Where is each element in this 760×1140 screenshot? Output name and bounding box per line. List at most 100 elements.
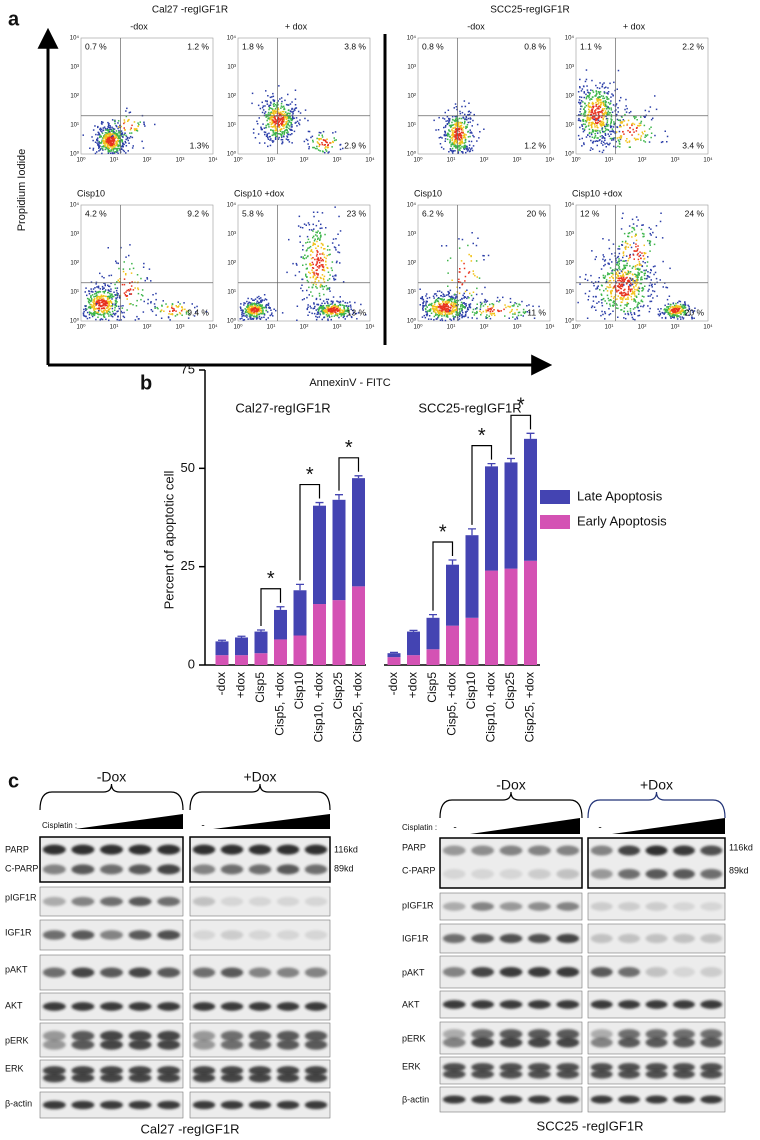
event-dot [111, 136, 113, 138]
event-dot [628, 271, 630, 273]
event-dot [638, 134, 640, 136]
event-dot [310, 137, 312, 139]
event-dot [629, 273, 631, 275]
event-dot [318, 149, 320, 151]
event-dot [442, 309, 444, 311]
event-dot [458, 131, 460, 133]
event-dot [625, 241, 627, 243]
event-dot [316, 287, 318, 289]
event-dot [616, 291, 618, 293]
event-dot [682, 309, 684, 311]
quadrant-percent: 4.2 % [85, 208, 107, 218]
event-dot [468, 304, 470, 306]
event-dot [693, 318, 695, 320]
event-dot [301, 285, 303, 287]
event-dot [518, 312, 520, 314]
event-dot [335, 275, 337, 277]
event-dot [665, 317, 667, 319]
event-dot [269, 122, 271, 124]
event-dot [99, 303, 101, 305]
event-dot [620, 122, 622, 124]
event-dot [645, 273, 647, 275]
event-dot [459, 122, 461, 124]
event-dot [275, 108, 277, 110]
event-dot [648, 295, 650, 297]
event-dot [583, 142, 585, 144]
event-dot [613, 121, 615, 123]
event-dot [449, 136, 451, 138]
event-dot [310, 307, 312, 309]
event-dot [589, 106, 591, 108]
event-dot [282, 125, 284, 127]
event-dot [660, 279, 662, 281]
event-dot [604, 98, 606, 100]
event-dot [596, 104, 598, 106]
event-dot [642, 266, 644, 268]
event-dot [264, 314, 266, 316]
event-dot [599, 120, 601, 122]
event-dot [288, 109, 290, 111]
event-dot [678, 301, 680, 303]
event-dot [289, 121, 291, 123]
event-dot [656, 278, 658, 280]
event-dot [582, 138, 584, 140]
event-dot [280, 117, 282, 119]
event-dot [110, 288, 112, 290]
event-dot [340, 149, 342, 151]
event-dot [275, 310, 277, 312]
event-dot [307, 308, 309, 310]
event-dot [669, 296, 671, 298]
event-dot [650, 233, 652, 235]
y-tick-label: 10⁰ [227, 151, 237, 158]
event-dot [609, 135, 611, 137]
event-dot [634, 314, 636, 316]
event-dot [109, 129, 111, 131]
event-dot [278, 137, 280, 139]
event-dot [476, 311, 478, 313]
event-dot [88, 298, 90, 300]
event-dot [662, 261, 664, 263]
event-dot [287, 94, 289, 96]
event-dot [482, 255, 484, 257]
event-dot [324, 147, 326, 149]
event-dot [83, 311, 85, 313]
event-dot [642, 261, 644, 263]
event-dot [591, 110, 593, 112]
event-dot [597, 87, 599, 89]
event-dot [182, 309, 184, 311]
event-dot [452, 137, 454, 139]
event-dot [608, 106, 610, 108]
event-dot [134, 130, 136, 132]
event-dot [155, 299, 157, 301]
event-dot [470, 255, 472, 257]
event-dot [110, 291, 112, 293]
event-dot [611, 109, 613, 111]
event-dot [611, 296, 613, 298]
event-dot [126, 290, 128, 292]
event-dot [94, 308, 96, 310]
event-dot [582, 88, 584, 90]
event-dot [253, 132, 255, 134]
event-dot [632, 317, 634, 319]
event-dot [591, 132, 593, 134]
event-dot [333, 278, 335, 280]
event-dot [603, 150, 605, 152]
event-dot [259, 142, 261, 144]
event-dot [584, 110, 586, 112]
event-dot [646, 135, 648, 137]
event-dot [586, 105, 588, 107]
event-dot [108, 275, 110, 277]
event-dot [260, 108, 262, 110]
event-dot [425, 311, 427, 313]
event-dot [95, 153, 97, 155]
event-dot [129, 137, 131, 139]
event-dot [591, 99, 593, 101]
event-dot [83, 309, 85, 311]
event-dot [152, 311, 154, 313]
event-dot [438, 297, 440, 299]
event-dot [181, 306, 183, 308]
event-dot [481, 312, 483, 314]
event-dot [448, 151, 450, 153]
event-dot [336, 139, 338, 141]
event-dot [444, 296, 446, 298]
